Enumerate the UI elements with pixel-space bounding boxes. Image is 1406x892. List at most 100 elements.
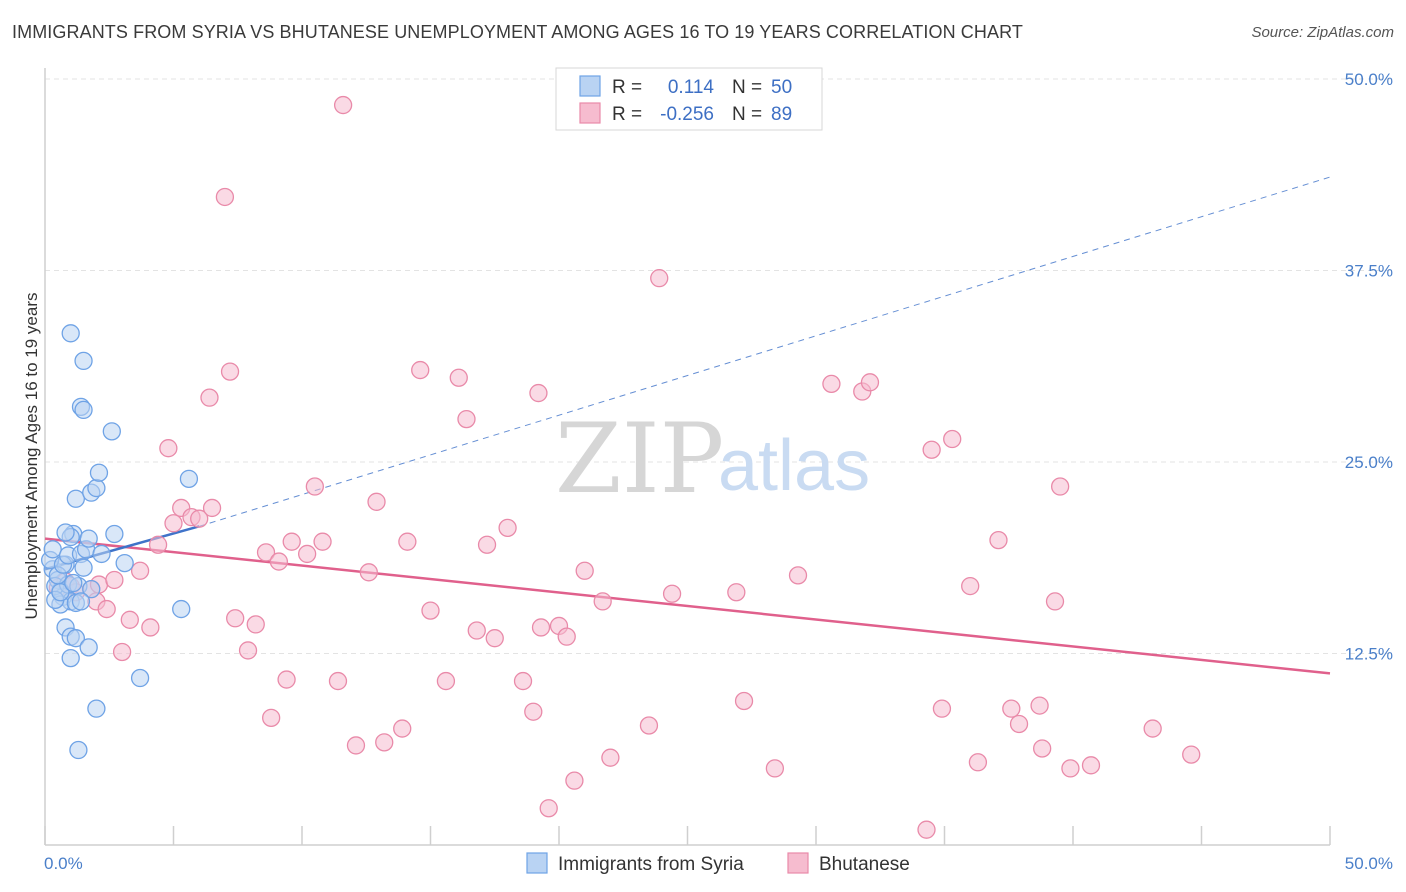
bottom-legend-swatch-bhutanese bbox=[787, 852, 809, 874]
bhutanese-point bbox=[650, 269, 669, 288]
syria-point bbox=[89, 463, 109, 482]
bhutanese-point bbox=[375, 733, 394, 752]
bhutanese-point bbox=[148, 535, 168, 554]
bhutanese-point bbox=[269, 552, 289, 571]
bhutanese-point bbox=[305, 477, 325, 496]
bhutanese-point bbox=[256, 543, 276, 562]
legend-r-value-syria: 0.114 bbox=[668, 77, 715, 98]
y-tick-label: 25.0% bbox=[1345, 453, 1393, 472]
legend-r-label-bhutanese: R = bbox=[612, 104, 642, 125]
bhutanese-point bbox=[1051, 477, 1070, 496]
syria-point bbox=[66, 629, 85, 648]
syria-point bbox=[172, 599, 191, 619]
syria-point bbox=[74, 558, 93, 577]
bhutanese-point bbox=[190, 509, 209, 528]
bhutanese-point bbox=[200, 388, 219, 407]
syria-point bbox=[102, 422, 121, 441]
legend-r-value-bhutanese: -0.256 bbox=[660, 104, 714, 125]
y-tick-label: 37.5% bbox=[1345, 262, 1393, 281]
bhutanese-point bbox=[498, 518, 517, 538]
syria-point bbox=[61, 324, 80, 343]
bhutanese-point bbox=[557, 627, 576, 646]
bottom-legend-label-syria: Immigrants from Syria bbox=[558, 854, 744, 875]
bhutanese-point bbox=[639, 716, 659, 735]
chart-source: Source: ZipAtlas.com bbox=[1251, 24, 1394, 41]
bhutanese-point bbox=[524, 702, 543, 721]
bhutanese-point bbox=[860, 373, 880, 392]
bhutanese-point bbox=[989, 530, 1008, 550]
syria-point bbox=[71, 592, 91, 611]
bhutanese-point bbox=[112, 642, 132, 662]
bhutanese-point bbox=[1045, 592, 1065, 611]
bhutanese-point bbox=[822, 374, 841, 394]
bhutanese-point bbox=[1009, 714, 1029, 734]
bhutanese-point bbox=[1061, 759, 1080, 778]
bhutanese-point bbox=[398, 532, 417, 551]
bhutanese-point bbox=[202, 498, 222, 518]
legend-n-label-syria: N = bbox=[732, 77, 762, 98]
bhutanese-point bbox=[105, 570, 124, 590]
bhutanese-point bbox=[120, 610, 139, 629]
series-legend: Immigrants from Syria Bhutanese bbox=[526, 852, 910, 875]
bhutanese-point bbox=[130, 561, 150, 580]
correlation-legend: R = 0.114 N = 50 R = -0.256 N = 89 bbox=[555, 67, 823, 131]
legend-n-value-syria: 50 bbox=[771, 77, 792, 98]
bhutanese-point bbox=[393, 719, 412, 738]
bhutanese-point bbox=[601, 748, 620, 767]
bhutanese-point bbox=[164, 514, 183, 533]
syria-point bbox=[92, 544, 111, 564]
bhutanese-point bbox=[932, 699, 952, 718]
bhutanese-point bbox=[449, 368, 468, 387]
legend-r-label-syria: R = bbox=[612, 77, 642, 98]
bhutanese-point bbox=[531, 618, 551, 637]
x-tick-label-min: 0.0% bbox=[44, 854, 83, 873]
syria-point bbox=[43, 540, 62, 559]
bhutanese-point bbox=[539, 799, 558, 818]
bhutanese-point bbox=[1002, 699, 1021, 718]
syria-point bbox=[66, 489, 85, 508]
syria-point bbox=[105, 524, 124, 544]
bhutanese-point bbox=[346, 736, 366, 755]
bhutanese-point bbox=[513, 671, 533, 691]
bhutanese-point bbox=[727, 583, 746, 602]
watermark-atlas: atlas bbox=[718, 426, 870, 506]
syria-point bbox=[115, 553, 134, 573]
legend-n-value-bhutanese: 89 bbox=[771, 104, 792, 125]
y-tick-labels: 12.5% 25.0% 37.5% 50.0% bbox=[1345, 70, 1393, 664]
y-tick-label: 12.5% bbox=[1345, 645, 1393, 664]
syria-point bbox=[74, 400, 93, 420]
bhutanese-point bbox=[367, 492, 386, 511]
syria-point bbox=[79, 638, 98, 657]
bhutanese-point bbox=[917, 820, 936, 839]
bhutanese-point bbox=[565, 771, 584, 790]
bhutanese-point bbox=[765, 759, 785, 778]
bhutanese-point bbox=[593, 592, 612, 611]
y-axis-title: Unemployment Among Ages 16 to 19 years bbox=[22, 293, 41, 620]
bhutanese-point bbox=[529, 383, 548, 403]
bhutanese-point bbox=[436, 671, 456, 691]
bhutanese-point bbox=[575, 561, 594, 580]
x-tick-label-max: 50.0% bbox=[1345, 854, 1393, 873]
bhutanese-point bbox=[215, 187, 235, 207]
x-axis-ticks bbox=[44, 826, 1331, 845]
bhutanese-point bbox=[141, 618, 160, 637]
bhutanese-point bbox=[262, 708, 281, 727]
syria-point bbox=[179, 469, 199, 489]
bhutanese-point bbox=[457, 409, 476, 429]
bhutanese-point bbox=[1033, 739, 1052, 758]
bhutanese-point bbox=[333, 95, 353, 115]
syria-point bbox=[87, 699, 106, 718]
bhutanese-point bbox=[246, 615, 265, 634]
bhutanese-point bbox=[961, 576, 980, 596]
legend-n-label-bhutanese: N = bbox=[732, 104, 762, 125]
legend-swatch-syria bbox=[579, 75, 601, 97]
syria-point bbox=[82, 580, 101, 599]
syria-point bbox=[64, 573, 83, 593]
bhutanese-point bbox=[282, 532, 301, 551]
bhutanese-point bbox=[297, 544, 317, 564]
bhutanese-point bbox=[734, 691, 754, 711]
bhutanese-point bbox=[477, 535, 497, 554]
syria-points bbox=[40, 324, 199, 760]
syria-point bbox=[130, 668, 150, 688]
